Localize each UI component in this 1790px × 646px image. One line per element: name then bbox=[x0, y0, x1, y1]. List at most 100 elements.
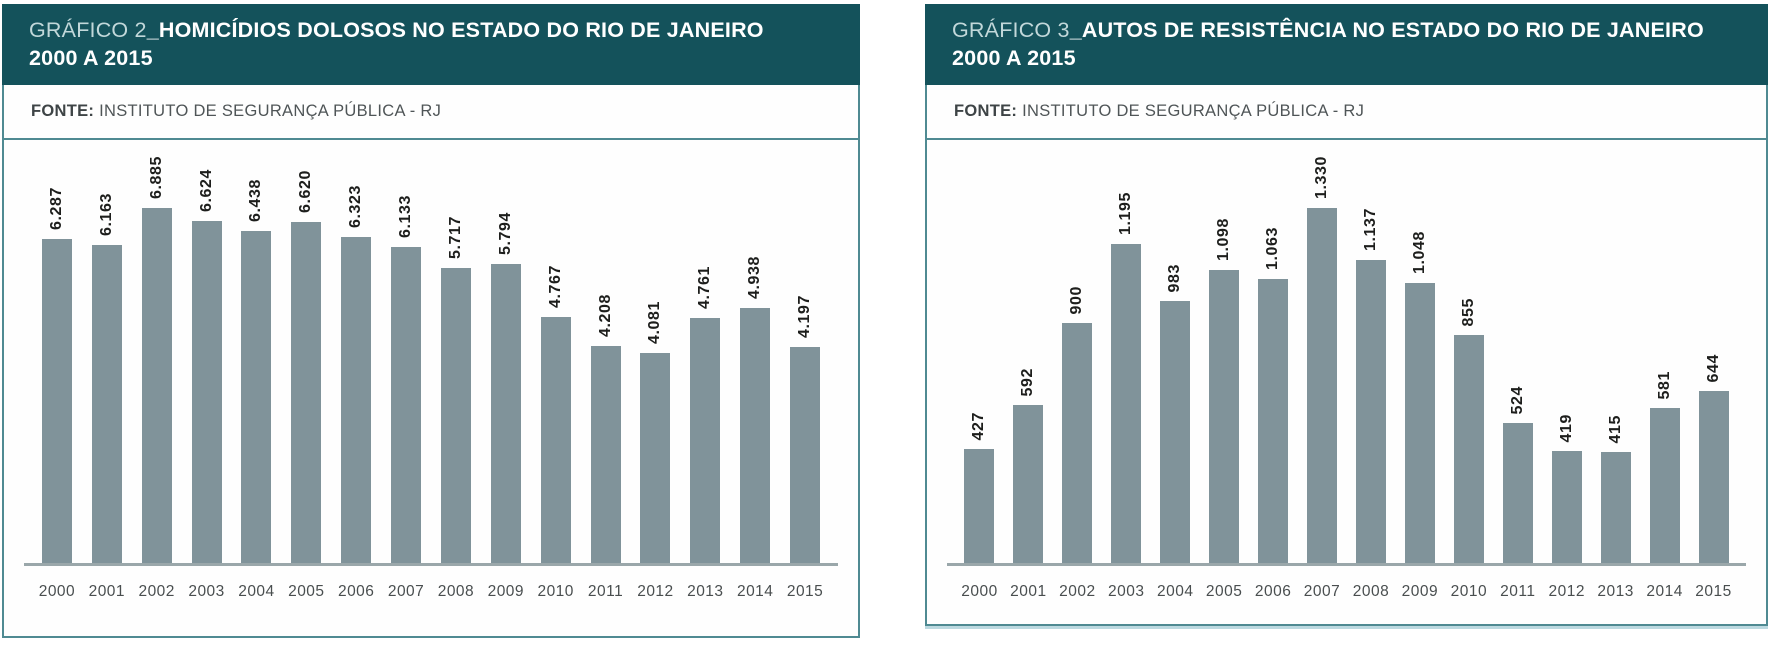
chart-source-row: FONTE: INSTITUTO DE SEGURANÇA PÚBLICA - … bbox=[927, 85, 1766, 140]
bar-cell: 6.624 2003 bbox=[182, 140, 232, 600]
x-tick-label: 2001 bbox=[1010, 583, 1047, 600]
bar bbox=[141, 208, 172, 563]
chart-panel-autos-resistencia: GRÁFICO 3_AUTOS DE RESISTÊNCIA NO ESTADO… bbox=[925, 4, 1768, 629]
x-tick-label: 2013 bbox=[687, 583, 724, 600]
bar-value-label: 6.438 bbox=[247, 178, 265, 222]
bar-cell: 1.098 2005 bbox=[1200, 140, 1249, 600]
panel-accent-underline bbox=[925, 626, 1768, 629]
chart-title-period: 2000 A 2015 bbox=[29, 46, 153, 70]
bar-cell: 900 2002 bbox=[1053, 140, 1102, 601]
bar-value-label: 900 bbox=[1068, 285, 1086, 315]
x-tick-label: 2005 bbox=[1205, 583, 1243, 600]
bar-value-label: 1.063 bbox=[1264, 226, 1282, 270]
bar-cell: 6.133 2007 bbox=[381, 140, 431, 600]
bar bbox=[341, 237, 372, 563]
bar-cell: 427 2000 bbox=[955, 140, 1004, 601]
bar bbox=[1160, 301, 1191, 563]
bar bbox=[790, 347, 821, 563]
x-tick-label: 2008 bbox=[437, 583, 475, 600]
bar bbox=[964, 449, 995, 563]
chart-plot-area: 427 2000 592 2001 900 2002 1.195 2003 983 2004 1.0… bbox=[927, 140, 1766, 624]
bar-value-label: 4.761 bbox=[696, 265, 714, 309]
x-tick-label: 2001 bbox=[88, 583, 126, 600]
bar-value-label: 983 bbox=[1166, 263, 1184, 293]
bar-value-label: 644 bbox=[1704, 353, 1722, 383]
x-tick-label: 2003 bbox=[1108, 583, 1145, 600]
bar bbox=[91, 245, 122, 563]
bar bbox=[1600, 452, 1631, 563]
source-label: FONTE: bbox=[31, 102, 95, 120]
chart-body: FONTE: INSTITUTO DE SEGURANÇA PÚBLICA - … bbox=[925, 85, 1768, 626]
bar-plot: 6.287 2000 6.163 2001 6.885 2002 6.624 2003 6.43… bbox=[24, 140, 838, 600]
bar bbox=[241, 231, 272, 563]
bar-cell: 6.620 2005 bbox=[281, 140, 331, 600]
bar bbox=[391, 247, 422, 563]
bar-plot: 427 2000 592 2001 900 2002 1.195 2003 983 2004 1.0… bbox=[947, 140, 1746, 601]
bar-value-label: 592 bbox=[1019, 367, 1037, 397]
bar-cell: 581 2014 bbox=[1640, 140, 1689, 601]
bar-value-label: 5.717 bbox=[446, 215, 464, 259]
bar bbox=[1209, 270, 1240, 563]
bar bbox=[1111, 244, 1142, 563]
x-tick-label: 2013 bbox=[1597, 583, 1634, 600]
bar-value-label: 6.133 bbox=[397, 194, 415, 238]
bar-cell: 6.438 2004 bbox=[232, 140, 282, 600]
x-tick-label: 2002 bbox=[1059, 583, 1096, 600]
bar bbox=[1355, 260, 1386, 563]
x-tick-label: 2012 bbox=[1548, 583, 1585, 600]
bar-cell: 6.323 2006 bbox=[331, 140, 381, 600]
bar bbox=[1404, 283, 1435, 563]
x-tick-label: 2015 bbox=[786, 583, 824, 600]
bar bbox=[1551, 451, 1582, 563]
chart-title-prefix: GRÁFICO 3 bbox=[952, 18, 1070, 42]
chart-title-main: _HOMICÍDIOS DOLOSOS NO ESTADO DO RIO DE … bbox=[146, 18, 764, 42]
bar bbox=[291, 222, 322, 563]
chart-source-row: FONTE: INSTITUTO DE SEGURANÇA PÚBLICA - … bbox=[4, 85, 858, 140]
bar-cell: 5.794 2009 bbox=[481, 140, 531, 600]
bar bbox=[590, 346, 621, 563]
bar-value-label: 4.767 bbox=[546, 264, 564, 308]
bar-value-label: 4.208 bbox=[596, 293, 614, 337]
x-tick-label: 2002 bbox=[138, 583, 175, 600]
x-tick-label: 2011 bbox=[1500, 583, 1536, 600]
bar-value-label: 419 bbox=[1557, 413, 1575, 443]
x-tick-label: 2007 bbox=[387, 583, 425, 600]
bar bbox=[1258, 279, 1289, 563]
bar-value-label: 6.287 bbox=[47, 186, 65, 230]
bar-cell: 1.137 2008 bbox=[1347, 140, 1396, 600]
chart-title-bar: GRÁFICO 3_AUTOS DE RESISTÊNCIA NO ESTADO… bbox=[925, 4, 1768, 85]
chart-title-period: 2000 A 2015 bbox=[952, 46, 1076, 70]
x-tick-label: 2006 bbox=[1254, 583, 1292, 600]
bar-cell: 5.717 2008 bbox=[431, 140, 481, 600]
x-tick-label: 2010 bbox=[537, 583, 574, 600]
bar-value-label: 415 bbox=[1606, 414, 1624, 444]
x-tick-label: 2000 bbox=[961, 583, 998, 600]
bar-cell: 4.767 2010 bbox=[531, 140, 581, 600]
bar-cell: 4.938 2014 bbox=[730, 140, 780, 600]
bar bbox=[490, 264, 521, 563]
chart-panel-homicidios: GRÁFICO 2_HOMICÍDIOS DOLOSOS NO ESTADO D… bbox=[2, 4, 860, 638]
bar-value-label: 6.620 bbox=[297, 169, 315, 213]
x-axis-line bbox=[24, 563, 838, 566]
bar-cell: 419 2012 bbox=[1542, 140, 1591, 601]
x-tick-label: 2006 bbox=[337, 583, 375, 600]
bar bbox=[1502, 423, 1533, 563]
x-tick-label: 2009 bbox=[487, 583, 525, 600]
bar-cell: 4.197 2015 bbox=[780, 140, 830, 600]
bar bbox=[690, 318, 721, 563]
bar-cell: 415 2013 bbox=[1591, 140, 1640, 601]
bar-value-label: 5.794 bbox=[496, 211, 514, 255]
bar-cell: 6.287 2000 bbox=[32, 140, 82, 600]
bar-cell: 4.761 2013 bbox=[680, 140, 730, 600]
bar-cell: 4.081 2012 bbox=[631, 140, 681, 600]
bar-cell: 1.195 2003 bbox=[1102, 140, 1151, 600]
bar-cell: 1.063 2006 bbox=[1249, 140, 1298, 600]
bar-value-label: 1.330 bbox=[1313, 155, 1331, 199]
bar-cell: 524 2011 bbox=[1493, 140, 1542, 601]
x-tick-label: 2014 bbox=[1646, 583, 1683, 600]
chart-title-bar: GRÁFICO 2_HOMICÍDIOS DOLOSOS NO ESTADO D… bbox=[2, 4, 860, 85]
bar bbox=[1453, 335, 1484, 563]
bar-value-label: 1.137 bbox=[1361, 207, 1379, 251]
bar-value-label: 6.323 bbox=[347, 184, 365, 228]
